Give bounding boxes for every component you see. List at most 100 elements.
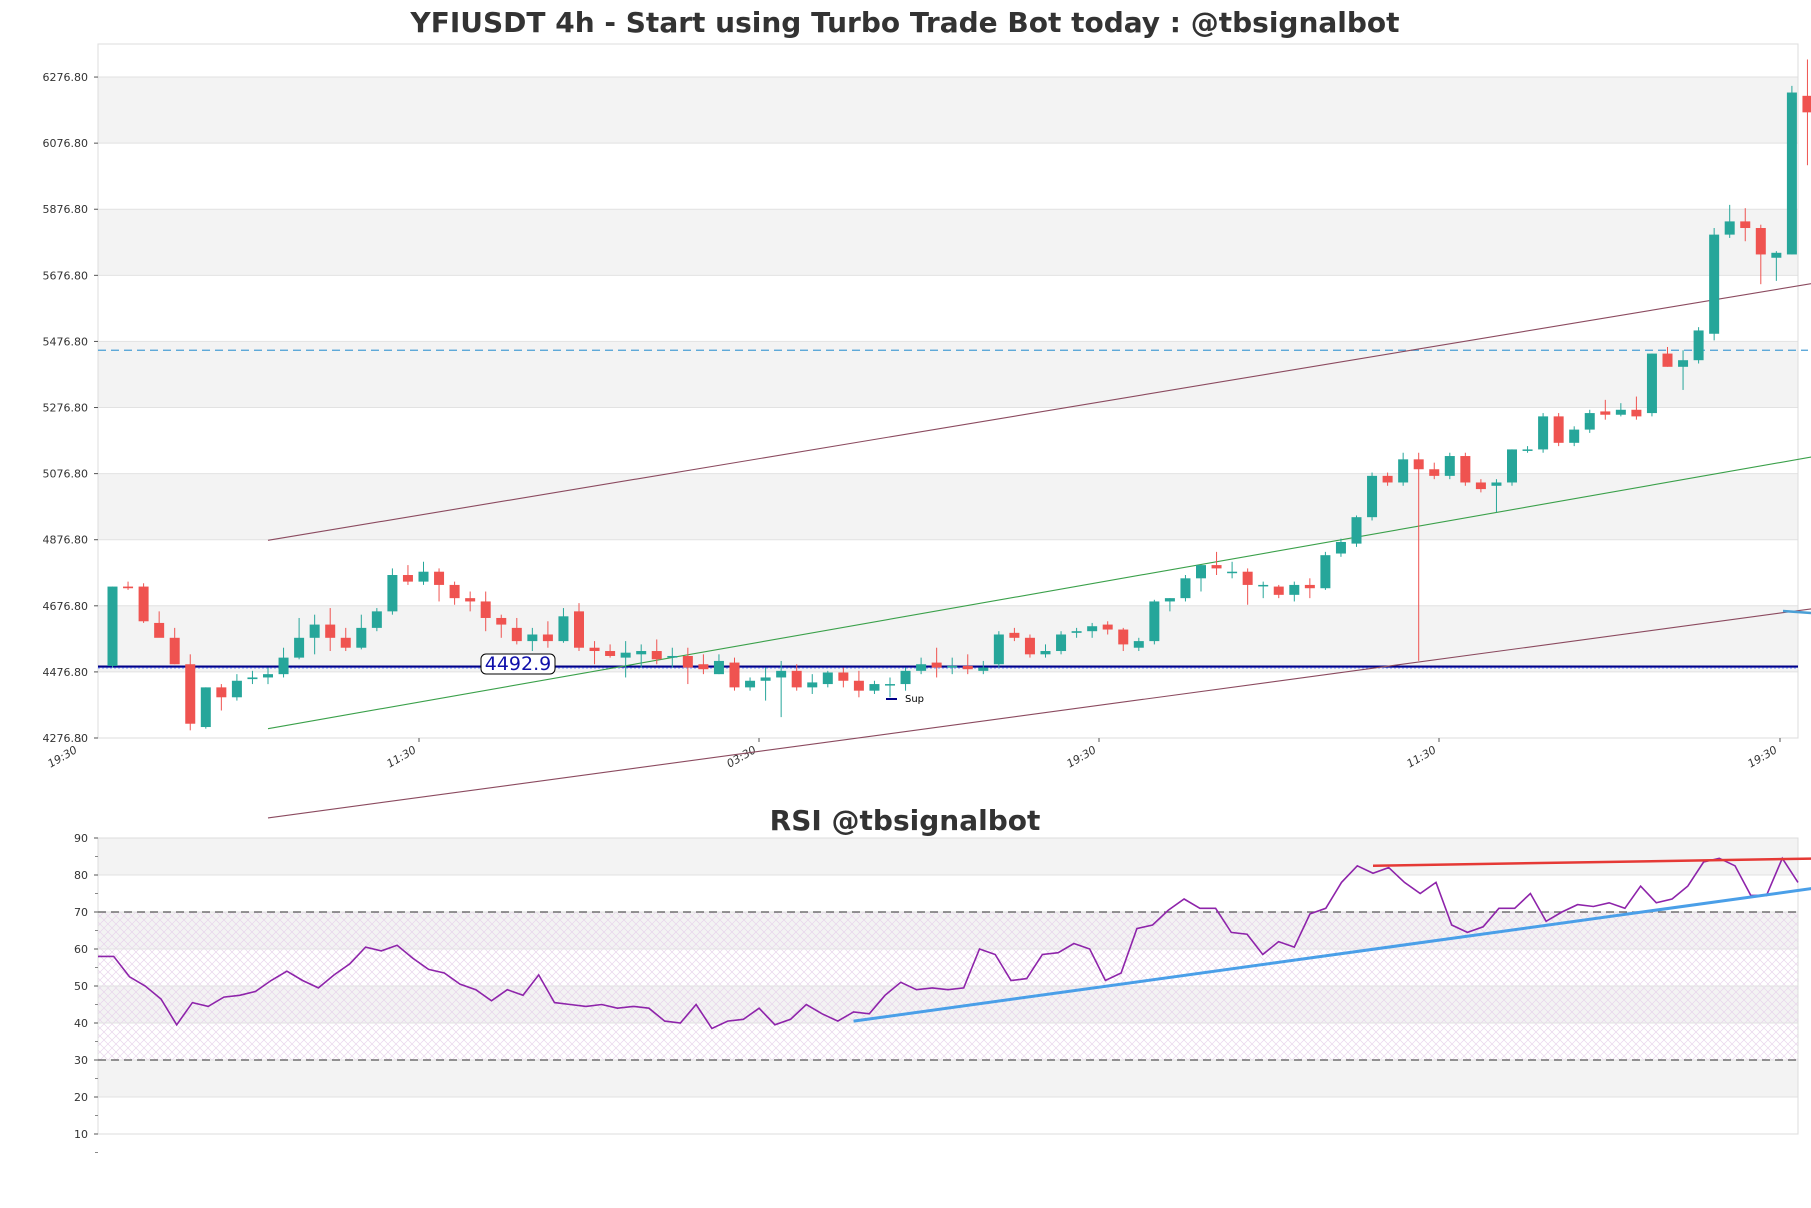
price-ytick-label: 4276.80: [43, 732, 89, 745]
rsi-ytick-label: 70: [74, 906, 88, 919]
candle-body: [1196, 565, 1206, 579]
rsi-ytick-label: 20: [74, 1091, 88, 1104]
candle-body: [1367, 475, 1378, 518]
candle-body: [1522, 449, 1533, 451]
candle-body: [1304, 584, 1315, 589]
candle-body: [434, 571, 445, 585]
rsi-ytick-label: 60: [74, 943, 88, 956]
candle-body: [1755, 228, 1766, 255]
candle-body: [1289, 584, 1300, 595]
price-xtick-label: 11:30: [1405, 743, 1439, 770]
rsi-ytick-label: 10: [74, 1128, 88, 1141]
rsi-ytick-label: 90: [74, 832, 88, 845]
candle-body: [1491, 482, 1502, 486]
candle-body: [838, 672, 849, 681]
price-ytick-label: 4876.80: [43, 534, 89, 547]
price-band: [98, 605, 1798, 672]
support-label: 4492.9: [485, 653, 551, 675]
candle-body: [1631, 409, 1642, 417]
candle-body: [885, 684, 895, 686]
candle-body: [1460, 456, 1471, 483]
candle-body: [527, 634, 538, 642]
candle-body: [511, 627, 522, 642]
candle-body: [402, 575, 413, 582]
candle-body: [900, 670, 911, 685]
candle-body: [1662, 353, 1673, 367]
candle-body: [1087, 626, 1098, 632]
rsi-ytick-label: 80: [74, 869, 88, 882]
candle-body: [869, 684, 880, 691]
candle-body: [1600, 411, 1611, 415]
candle-body: [729, 662, 740, 688]
candle-body: [1429, 469, 1440, 476]
candle-body: [1009, 632, 1020, 638]
price-band: [98, 44, 1798, 78]
price-ytick-label: 4476.80: [43, 666, 89, 679]
price-grid-bands: [98, 44, 1798, 739]
candle-body: [325, 624, 336, 638]
candle-body: [1056, 634, 1067, 652]
candle-body: [231, 680, 242, 698]
candle-body: [978, 667, 989, 671]
candle-body: [1351, 517, 1362, 544]
candle-body: [853, 680, 864, 691]
candle-body: [1553, 416, 1564, 443]
price-band: [98, 77, 1798, 144]
candle-body: [1180, 578, 1191, 599]
candle-body: [294, 637, 305, 658]
rsi-support-trendline: [853, 887, 1811, 1023]
channel-lower-line: [267, 608, 1811, 819]
rsi-ytick-label: 30: [74, 1054, 88, 1067]
candle-body: [216, 687, 227, 698]
candle-body: [1646, 353, 1657, 414]
price-xtick-label: 19:30: [1065, 743, 1099, 770]
candle-body: [1507, 449, 1517, 483]
price-band: [98, 473, 1798, 540]
candle-body: [1273, 586, 1284, 595]
candle-body: [1071, 631, 1082, 633]
rsi-ytick-label: 50: [74, 980, 88, 993]
candle-body: [480, 601, 491, 618]
candle-body: [1615, 409, 1626, 415]
candle-body: [1258, 584, 1269, 587]
right-edge-stub: [1782, 609, 1811, 615]
candle-body: [620, 652, 631, 658]
price-ytick-label: 6076.80: [43, 137, 89, 150]
price-ytick-label: 5476.80: [43, 335, 89, 348]
channel-upper-line: [267, 283, 1811, 541]
candle-body: [278, 657, 289, 675]
candle-body: [1569, 429, 1580, 443]
candle-body: [574, 611, 584, 648]
candle-body: [1133, 641, 1144, 648]
candle-body: [309, 624, 320, 638]
price-panel: 6276.80 6076.80 5876.80 5676.80 5476.80 5276.…: [43, 43, 1811, 819]
rsi-panel: 90 80 70 60 50 40 30 20 10: [74, 832, 1811, 1153]
candle-body: [1538, 416, 1549, 450]
support-label-box: [480, 653, 556, 675]
candle-body: [1771, 252, 1782, 258]
price-plot-frame: [97, 43, 1799, 739]
rsi-band: [98, 838, 1798, 875]
candle-body: [138, 586, 149, 622]
candle-body: [1382, 475, 1393, 483]
price-band: [98, 341, 1798, 408]
rsi-grid-bands: [98, 837, 1798, 1135]
candle-body: [667, 655, 678, 658]
candle-body: [1724, 221, 1735, 235]
candle-body: [1678, 360, 1689, 367]
price-x-axis: 19:30 11:30 03:30 19:30 11:30 19:30: [46, 738, 1781, 770]
rsi-resistance-trendline: [1372, 857, 1811, 867]
candle-body: [1786, 92, 1797, 255]
candle-body: [107, 586, 118, 666]
candle-body: [1211, 565, 1222, 569]
candle-body: [589, 647, 600, 652]
candle-body: [947, 665, 958, 668]
candle-body: [760, 677, 771, 681]
green-trend-line: [267, 456, 1811, 730]
candle-body: [496, 617, 507, 625]
candle-body: [698, 664, 709, 670]
candle-body: [916, 664, 927, 671]
candle-body: [1102, 624, 1113, 630]
candle-body: [1164, 598, 1175, 602]
